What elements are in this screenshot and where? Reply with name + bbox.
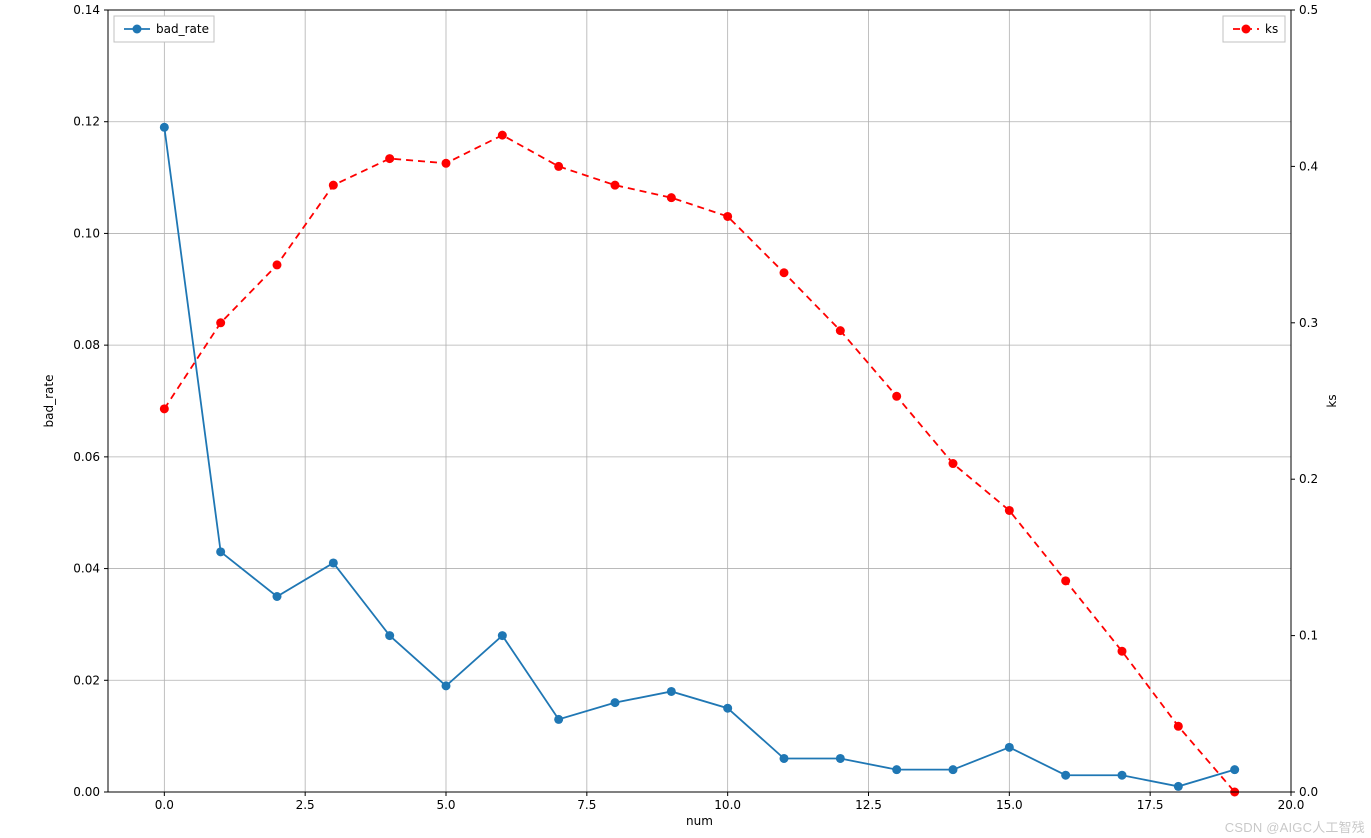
legend-right-label: ks bbox=[1265, 22, 1278, 36]
x-tick-label: 15.0 bbox=[996, 798, 1023, 812]
series-bad-rate-marker bbox=[273, 592, 282, 601]
series-bad-rate-marker bbox=[160, 123, 169, 132]
series-ks-marker bbox=[216, 318, 225, 327]
y-right-axis-label: ks bbox=[1325, 394, 1339, 407]
y-right-tick-label: 0.4 bbox=[1299, 159, 1318, 173]
series-ks-marker bbox=[498, 131, 507, 140]
series-ks-marker bbox=[780, 268, 789, 277]
series-bad-rate-marker bbox=[1230, 765, 1239, 774]
y-left-tick-label: 0.02 bbox=[73, 673, 100, 687]
series-bad-rate-marker bbox=[1005, 743, 1014, 752]
x-tick-label: 5.0 bbox=[436, 798, 455, 812]
series-bad-rate-marker bbox=[1118, 771, 1127, 780]
watermark-text: CSDN @AIGC人工智残 bbox=[1225, 817, 1365, 836]
series-bad-rate-marker bbox=[216, 547, 225, 556]
series-bad-rate-marker bbox=[385, 631, 394, 640]
y-left-tick-label: 0.00 bbox=[73, 785, 100, 799]
series-bad-rate-marker bbox=[1174, 782, 1183, 791]
y-left-tick-label: 0.12 bbox=[73, 115, 100, 129]
series-ks-marker bbox=[385, 154, 394, 163]
series-ks-marker bbox=[667, 193, 676, 202]
chart-container: 0.0 2.5 5.0 7.5 10.0 12.5 15.0 17.5 20.0 num 0.00 0… bbox=[0, 0, 1371, 838]
y-left-axis-label: bad_rate bbox=[42, 375, 56, 428]
x-tick-label: 12.5 bbox=[855, 798, 882, 812]
series-ks-marker bbox=[442, 159, 451, 168]
series-ks-marker bbox=[723, 212, 732, 221]
series-bad-rate-marker bbox=[836, 754, 845, 763]
series-ks-marker bbox=[836, 326, 845, 335]
series-ks-marker bbox=[1174, 722, 1183, 731]
series-bad-rate-marker bbox=[611, 698, 620, 707]
series-ks-marker bbox=[949, 459, 958, 468]
x-tick-label: 2.5 bbox=[296, 798, 315, 812]
series-bad-rate-marker bbox=[442, 681, 451, 690]
series-bad-rate-marker bbox=[949, 765, 958, 774]
x-tick-label: 17.5 bbox=[1137, 798, 1164, 812]
x-tick-label: 20.0 bbox=[1278, 798, 1305, 812]
series-ks-marker bbox=[892, 392, 901, 401]
series-bad-rate-marker bbox=[329, 558, 338, 567]
x-tick-label: 10.0 bbox=[714, 798, 741, 812]
y-right-tick-label: 0.5 bbox=[1299, 3, 1318, 17]
x-axis-label: num bbox=[686, 814, 713, 828]
y-left-tick-label: 0.06 bbox=[73, 450, 100, 464]
y-left-tick-label: 0.14 bbox=[73, 3, 100, 17]
series-ks-marker bbox=[1005, 506, 1014, 515]
series-ks-marker bbox=[329, 181, 338, 190]
series-ks-marker bbox=[554, 162, 563, 171]
series-ks-marker bbox=[1061, 576, 1070, 585]
y-right-tick-label: 0.3 bbox=[1299, 316, 1318, 330]
x-tick-label: 0.0 bbox=[155, 798, 174, 812]
y-right-tick-label: 0.1 bbox=[1299, 629, 1318, 643]
series-bad-rate-marker bbox=[498, 631, 507, 640]
series-ks-marker bbox=[611, 181, 620, 190]
series-bad-rate-marker bbox=[780, 754, 789, 763]
y-right-tick-label: 0.0 bbox=[1299, 785, 1318, 799]
y-right-tick-label: 0.2 bbox=[1299, 472, 1318, 486]
series-bad-rate-marker bbox=[1061, 771, 1070, 780]
y-left-tick-label: 0.08 bbox=[73, 338, 100, 352]
x-tick-label: 7.5 bbox=[577, 798, 596, 812]
series-ks-marker bbox=[273, 260, 282, 269]
legend-left-label: bad_rate bbox=[156, 22, 209, 36]
series-bad-rate-marker bbox=[667, 687, 676, 696]
y-left-tick-label: 0.04 bbox=[73, 562, 100, 576]
series-bad-rate-marker bbox=[723, 704, 732, 713]
series-ks-marker bbox=[1118, 647, 1127, 656]
chart-svg: 0.0 2.5 5.0 7.5 10.0 12.5 15.0 17.5 20.0 num 0.00 0… bbox=[0, 0, 1371, 838]
y-left-tick-label: 0.10 bbox=[73, 226, 100, 240]
series-bad-rate-marker bbox=[892, 765, 901, 774]
series-ks-marker bbox=[160, 404, 169, 413]
series-bad-rate-marker bbox=[554, 715, 563, 724]
